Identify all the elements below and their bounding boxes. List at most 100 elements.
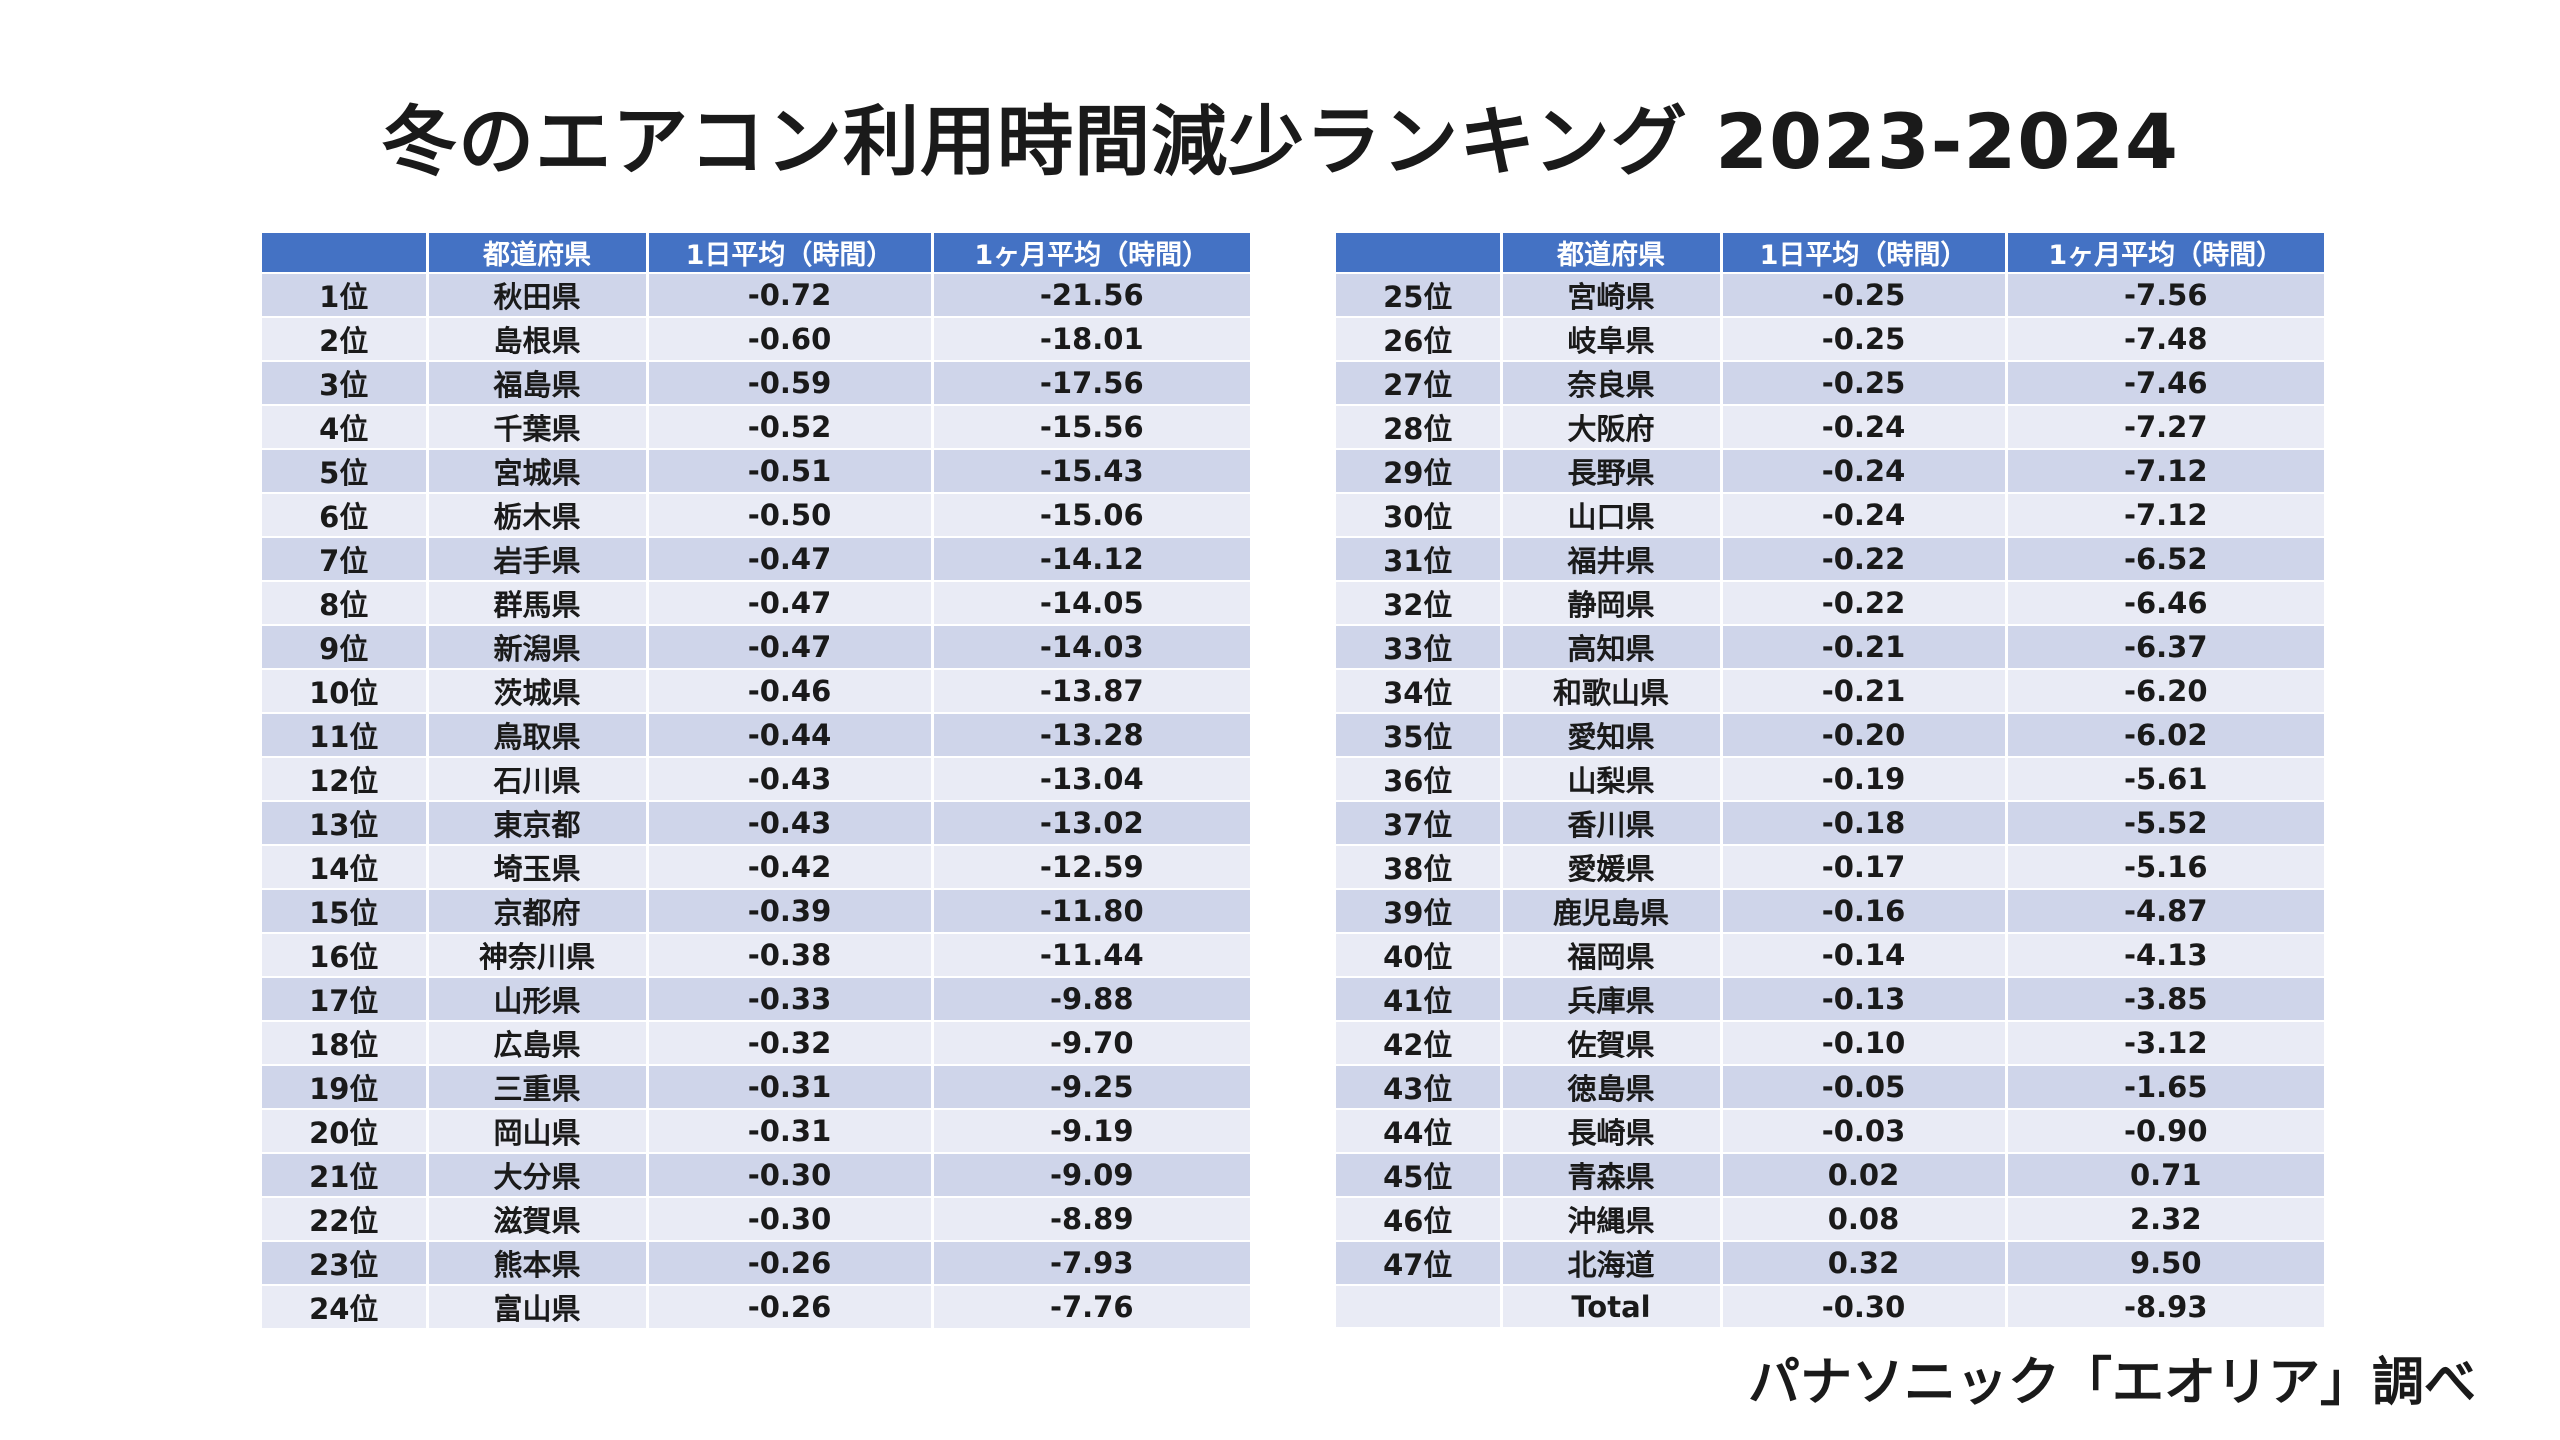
table-body-left: 1位 秋田県 -0.72 -21.56 2位 島根県 -0.60 -18.01 3位 福島県 -0.…: [262, 272, 1250, 1328]
rank-cell: 16位: [262, 932, 427, 977]
monthly-avg-cell: -7.12: [2004, 448, 2324, 493]
rank-cell: 1位: [262, 272, 427, 317]
rank-cell: 3位: [262, 360, 427, 405]
daily-avg-cell: -0.60: [645, 316, 932, 361]
daily-avg-cell: -0.47: [645, 580, 932, 625]
rank-cell: 35位: [1336, 712, 1501, 757]
daily-avg-cell: 0.32: [1719, 1240, 2006, 1285]
monthly-avg-cell: -9.70: [930, 1020, 1250, 1065]
daily-avg-cell: -0.22: [1719, 580, 2006, 625]
table-row: 29位 長野県 -0.24 -7.12: [1336, 448, 2324, 493]
table-row: 46位 沖縄県 0.08 2.32: [1336, 1196, 2324, 1241]
prefecture-cell: 熊本県: [425, 1240, 647, 1285]
table-row: 30位 山口県 -0.24 -7.12: [1336, 492, 2324, 537]
table-row: 45位 青森県 0.02 0.71: [1336, 1152, 2324, 1197]
daily-avg-cell: -0.24: [1719, 404, 2006, 449]
table-row: 31位 福井県 -0.22 -6.52: [1336, 536, 2324, 581]
table-row: 34位 和歌山県 -0.21 -6.20: [1336, 668, 2324, 713]
daily-avg-cell: -0.13: [1719, 976, 2006, 1021]
monthly-avg-cell: -6.20: [2004, 668, 2324, 713]
daily-avg-cell: -0.59: [645, 360, 932, 405]
rank-cell: 8位: [262, 580, 427, 625]
prefecture-cell: 京都府: [425, 888, 647, 933]
table-row: 15位 京都府 -0.39 -11.80: [262, 888, 1250, 933]
daily-avg-cell: -0.39: [645, 888, 932, 933]
daily-avg-cell: -0.20: [1719, 712, 2006, 757]
table-row: 28位 大阪府 -0.24 -7.27: [1336, 404, 2324, 449]
rank-cell: 39位: [1336, 888, 1501, 933]
table-row: 41位 兵庫県 -0.13 -3.85: [1336, 976, 2324, 1021]
prefecture-cell: 秋田県: [425, 272, 647, 317]
table-row: 23位 熊本県 -0.26 -7.93: [262, 1240, 1250, 1285]
monthly-avg-cell: -7.48: [2004, 316, 2324, 361]
monthly-avg-cell: -6.02: [2004, 712, 2324, 757]
table-row: 39位 鹿児島県 -0.16 -4.87: [1336, 888, 2324, 933]
daily-avg-cell: -0.26: [645, 1284, 932, 1328]
table-row: 4位 千葉県 -0.52 -15.56: [262, 404, 1250, 449]
daily-avg-cell: -0.51: [645, 448, 932, 493]
daily-avg-cell: -0.16: [1719, 888, 2006, 933]
daily-avg-cell: -0.42: [645, 844, 932, 889]
table-row: 36位 山梨県 -0.19 -5.61: [1336, 756, 2324, 801]
daily-avg-cell: -0.47: [645, 624, 932, 669]
monthly-avg-cell: -3.85: [2004, 976, 2324, 1021]
prefecture-cell: 大分県: [425, 1152, 647, 1197]
table-row: 12位 石川県 -0.43 -13.04: [262, 756, 1250, 801]
monthly-avg-cell: -12.59: [930, 844, 1250, 889]
rank-cell: 15位: [262, 888, 427, 933]
header-rank: [262, 233, 427, 273]
prefecture-cell: 高知県: [1499, 624, 1721, 669]
daily-avg-cell: -0.38: [645, 932, 932, 977]
daily-avg-cell: -0.22: [1719, 536, 2006, 581]
monthly-avg-cell: -5.16: [2004, 844, 2324, 889]
table-header-row: 都道府県 1日平均（時間） 1ヶ月平均（時間）: [1336, 233, 2324, 273]
monthly-avg-cell: -17.56: [930, 360, 1250, 405]
prefecture-cell: 長崎県: [1499, 1108, 1721, 1153]
rank-cell: 2位: [262, 316, 427, 361]
rank-cell: 14位: [262, 844, 427, 889]
prefecture-cell: 石川県: [425, 756, 647, 801]
daily-avg-cell: -0.30: [1719, 1284, 2006, 1327]
daily-avg-cell: -0.17: [1719, 844, 2006, 889]
rank-cell: 11位: [262, 712, 427, 757]
monthly-avg-cell: -13.04: [930, 756, 1250, 801]
table-row: 38位 愛媛県 -0.17 -5.16: [1336, 844, 2324, 889]
table-row: 27位 奈良県 -0.25 -7.46: [1336, 360, 2324, 405]
table-row: 13位 東京都 -0.43 -13.02: [262, 800, 1250, 845]
prefecture-cell: 岩手県: [425, 536, 647, 581]
daily-avg-cell: -0.21: [1719, 668, 2006, 713]
table-row: 14位 埼玉県 -0.42 -12.59: [262, 844, 1250, 889]
rank-cell: 28位: [1336, 404, 1501, 449]
monthly-avg-cell: -7.27: [2004, 404, 2324, 449]
rank-cell: 4位: [262, 404, 427, 449]
monthly-avg-cell: -18.01: [930, 316, 1250, 361]
daily-avg-cell: -0.52: [645, 404, 932, 449]
table-row: Total -0.30 -8.93: [1336, 1284, 2324, 1327]
rank-cell: 46位: [1336, 1196, 1501, 1241]
header-monthly-avg: 1ヶ月平均（時間）: [2004, 233, 2324, 273]
rank-cell: [1336, 1284, 1501, 1327]
rank-cell: 19位: [262, 1064, 427, 1109]
monthly-avg-cell: -13.87: [930, 668, 1250, 713]
monthly-avg-cell: -7.93: [930, 1240, 1250, 1285]
rank-cell: 12位: [262, 756, 427, 801]
prefecture-cell: 三重県: [425, 1064, 647, 1109]
daily-avg-cell: 0.02: [1719, 1152, 2006, 1197]
monthly-avg-cell: -15.56: [930, 404, 1250, 449]
table-row: 40位 福岡県 -0.14 -4.13: [1336, 932, 2324, 977]
monthly-avg-cell: -14.05: [930, 580, 1250, 625]
table-row: 9位 新潟県 -0.47 -14.03: [262, 624, 1250, 669]
prefecture-cell: 愛媛県: [1499, 844, 1721, 889]
monthly-avg-cell: -9.25: [930, 1064, 1250, 1109]
daily-avg-cell: -0.30: [645, 1196, 932, 1241]
daily-avg-cell: -0.44: [645, 712, 932, 757]
monthly-avg-cell: -8.89: [930, 1196, 1250, 1241]
daily-avg-cell: -0.26: [645, 1240, 932, 1285]
daily-avg-cell: -0.50: [645, 492, 932, 537]
rank-cell: 17位: [262, 976, 427, 1021]
monthly-avg-cell: -7.56: [2004, 272, 2324, 317]
table-row: 37位 香川県 -0.18 -5.52: [1336, 800, 2324, 845]
monthly-avg-cell: -4.87: [2004, 888, 2324, 933]
header-rank: [1336, 233, 1501, 273]
monthly-avg-cell: -13.02: [930, 800, 1250, 845]
